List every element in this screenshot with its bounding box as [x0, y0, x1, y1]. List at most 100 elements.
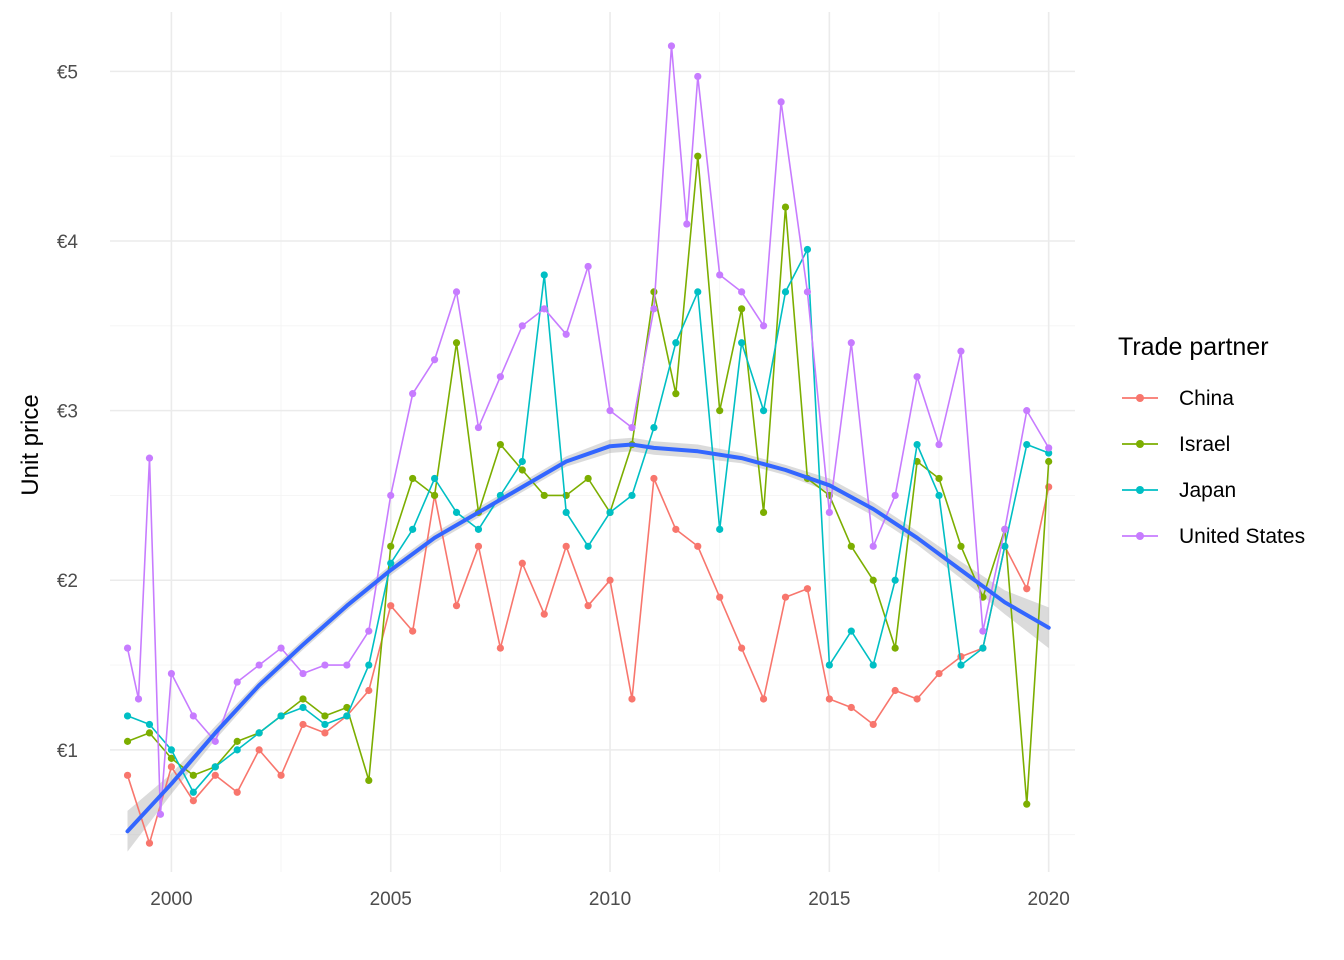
data-point	[255, 661, 263, 669]
data-point	[683, 220, 691, 228]
data-point	[781, 203, 790, 211]
data-point	[452, 288, 461, 296]
data-point	[957, 542, 965, 550]
data-point	[803, 585, 812, 593]
data-point	[387, 491, 395, 500]
data-point	[167, 669, 176, 678]
data-point	[211, 737, 219, 745]
legend-label: Japan	[1179, 479, 1236, 502]
data-point	[1045, 457, 1053, 466]
data-point	[781, 288, 790, 296]
data-point	[365, 661, 373, 669]
data-point	[935, 669, 943, 678]
axes: 2000 2005 2010 2015 2020 €1 €2 €3 €4 €5	[57, 62, 1070, 910]
data-point	[825, 508, 833, 516]
data-point	[891, 491, 899, 500]
data-point	[387, 542, 395, 550]
data-point	[1023, 440, 1031, 449]
data-point	[299, 695, 307, 703]
data-point	[277, 644, 285, 652]
data-point	[584, 602, 592, 610]
data-point	[716, 407, 724, 415]
data-point	[672, 390, 680, 398]
data-point	[584, 262, 592, 271]
series-united-states	[123, 42, 1053, 818]
data-point	[869, 576, 877, 584]
data-point	[496, 440, 504, 449]
data-point	[321, 729, 329, 737]
legend-key-point	[1136, 486, 1144, 494]
data-point	[430, 356, 439, 364]
x-tick-label: 2020	[1028, 889, 1070, 910]
data-point	[189, 797, 197, 805]
x-tick-label: 2015	[808, 889, 850, 910]
data-point	[957, 661, 965, 669]
data-point	[540, 610, 548, 618]
data-point	[452, 339, 461, 347]
data-point	[667, 42, 676, 50]
x-tick-label: 2000	[150, 889, 192, 910]
data-point	[738, 644, 746, 652]
data-point	[606, 576, 614, 584]
data-point	[496, 373, 504, 381]
data-point	[189, 712, 197, 720]
data-point	[847, 703, 855, 712]
data-point	[891, 686, 899, 695]
data-point	[387, 559, 395, 567]
data-point	[540, 305, 548, 313]
data-point	[474, 542, 483, 550]
data-point	[409, 627, 417, 635]
legend-item: China	[1122, 387, 1234, 410]
data-point	[123, 771, 132, 779]
x-tick-label: 2005	[370, 889, 412, 910]
data-point	[847, 339, 855, 347]
data-point	[935, 491, 943, 500]
data-point	[365, 686, 373, 695]
data-point	[123, 737, 132, 745]
data-point	[650, 423, 658, 432]
series-israel	[123, 152, 1053, 808]
data-point	[211, 771, 219, 779]
data-point	[409, 474, 417, 483]
data-point	[1023, 585, 1031, 593]
data-point	[1023, 407, 1031, 415]
data-point	[277, 712, 285, 720]
data-point	[343, 712, 351, 720]
data-point	[606, 407, 614, 415]
data-point	[847, 627, 855, 635]
data-point	[935, 474, 943, 483]
data-point	[869, 661, 877, 669]
data-point	[716, 525, 724, 533]
data-point	[650, 305, 658, 313]
data-point	[134, 695, 143, 703]
legend-title: Trade partner	[1118, 333, 1269, 361]
data-point	[430, 491, 439, 500]
data-point	[409, 525, 417, 533]
data-point	[738, 288, 746, 296]
data-point	[496, 644, 504, 652]
data-point	[650, 288, 658, 296]
data-point	[738, 305, 746, 313]
data-point	[540, 491, 548, 500]
data-point	[913, 695, 921, 703]
data-point	[233, 737, 241, 745]
data-point	[365, 627, 373, 635]
data-point	[672, 525, 680, 533]
data-point	[255, 729, 263, 737]
y-tick-label: €4	[57, 232, 79, 253]
data-point	[233, 678, 241, 686]
data-point	[759, 508, 768, 516]
y-axis-title: Unit price	[17, 394, 44, 495]
legend-key-point	[1136, 394, 1144, 402]
data-point	[628, 695, 636, 703]
legend-key-point	[1136, 532, 1144, 540]
y-tick-label: €1	[57, 741, 78, 762]
data-point	[891, 576, 899, 584]
data-point	[255, 746, 263, 754]
legend-item: Japan	[1122, 479, 1236, 502]
data-point	[123, 644, 132, 652]
data-point	[156, 810, 165, 818]
data-point	[606, 508, 614, 516]
legend-item: Israel	[1122, 433, 1230, 456]
x-tick-label: 2010	[589, 889, 631, 910]
